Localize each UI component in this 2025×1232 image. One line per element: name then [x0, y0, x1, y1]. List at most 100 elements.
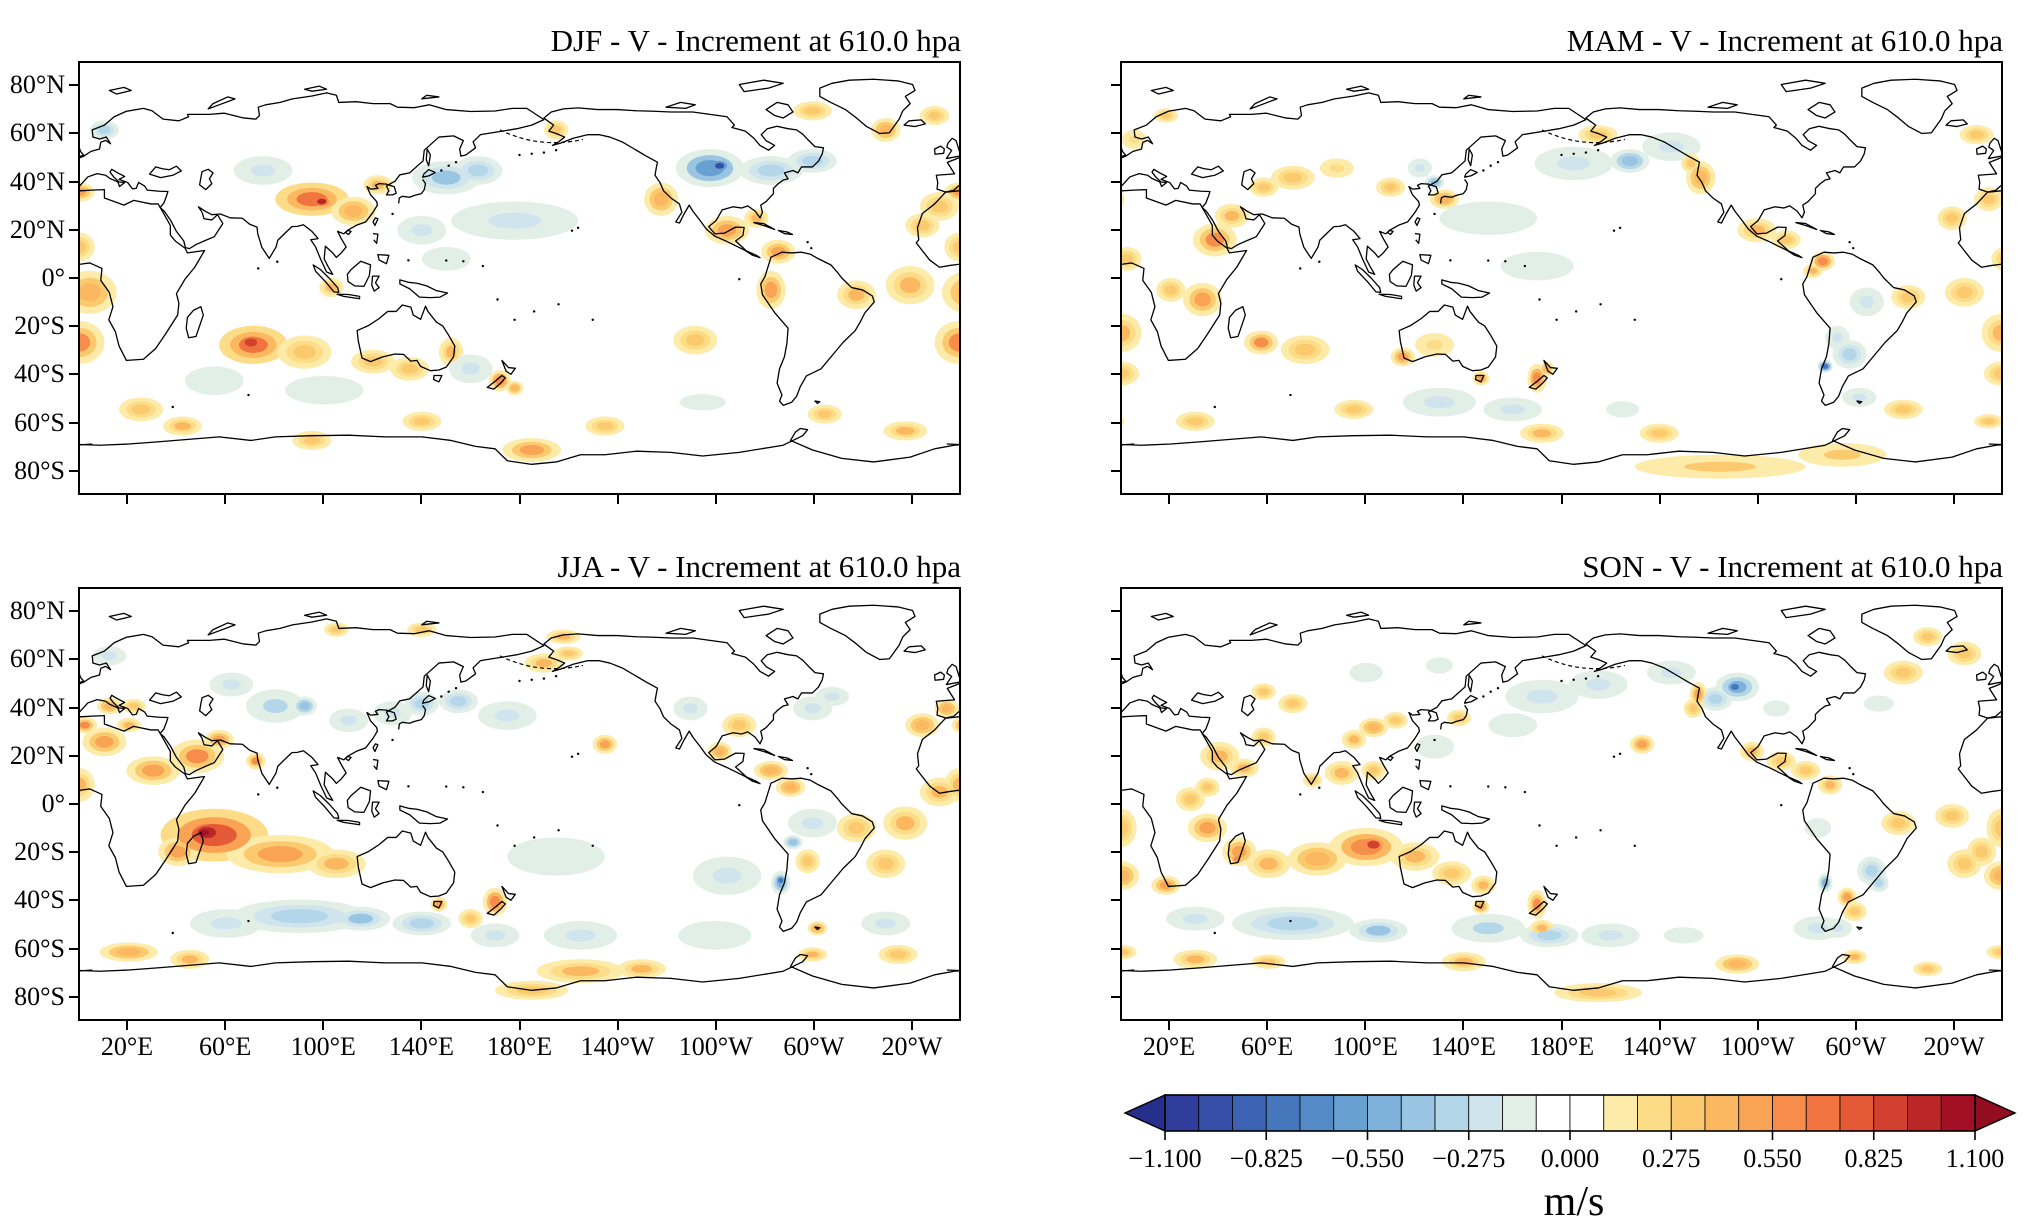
coastline	[1544, 360, 1557, 374]
coastline	[305, 86, 327, 91]
anomaly-blob	[714, 747, 725, 756]
anomaly-blob	[1946, 213, 1959, 224]
island-dot	[810, 246, 813, 250]
anomaly-blob	[1536, 924, 1548, 932]
coastline	[186, 307, 203, 338]
coastline	[1946, 120, 1967, 127]
island-dot	[445, 785, 448, 788]
coastline	[373, 218, 378, 226]
coastline	[200, 169, 213, 189]
lon-tick	[126, 1021, 129, 1030]
coastline	[1977, 146, 1987, 154]
lon-tick	[1658, 1021, 1661, 1030]
colorbar-segment	[1907, 1094, 1942, 1132]
island-dot	[1538, 298, 1541, 301]
lon-tick-label: 60°E	[1241, 1032, 1294, 1061]
lon-tick	[1658, 495, 1661, 504]
coastline	[1465, 170, 1478, 178]
coastline	[337, 294, 359, 299]
anomaly-blob	[1424, 396, 1455, 409]
island-dot	[407, 259, 410, 262]
island-dot	[1574, 310, 1578, 313]
anomaly-blob	[1671, 930, 1696, 941]
lon-tick	[1560, 495, 1563, 504]
anomaly-blob	[1768, 703, 1785, 714]
anomaly-blob	[550, 125, 562, 134]
coastline	[80, 429, 959, 465]
lat-tick	[1111, 995, 1120, 998]
lat-tick-label: 20°N	[9, 214, 65, 244]
lon-tick	[1266, 495, 1269, 504]
lon-tick	[1462, 1021, 1465, 1030]
anomaly-blob	[1367, 723, 1380, 732]
coastline	[1420, 781, 1431, 790]
coastline	[1389, 787, 1412, 812]
anomaly-blob	[1431, 660, 1448, 671]
island-dot	[1555, 318, 1558, 321]
anomaly-blob	[1944, 810, 1960, 821]
lon-tick-label: 20°W	[881, 1032, 943, 1061]
anomaly-blob	[80, 240, 87, 253]
coastline	[778, 230, 792, 234]
lat-tick-label: 0°	[41, 263, 65, 292]
colorbar-tick-label: 0.000	[1540, 1144, 1600, 1173]
anomaly-blob	[896, 426, 915, 435]
island-dot	[1633, 844, 1636, 847]
anomaly-blob	[1852, 393, 1867, 402]
anomaly-blob	[1809, 821, 1827, 834]
island-dot	[1433, 212, 1436, 216]
lat-tick	[1111, 373, 1120, 376]
anomaly-blob	[1414, 164, 1426, 173]
lon-tick-label: 60°E	[199, 1032, 252, 1061]
coastline	[1708, 628, 1737, 634]
dashed-sea-line	[1542, 656, 1625, 669]
coastline	[916, 190, 959, 361]
coastline	[1544, 886, 1557, 900]
coastline	[1399, 831, 1497, 897]
lat-tick	[1111, 421, 1120, 424]
island-dot	[1482, 695, 1485, 698]
coastline	[1389, 261, 1412, 286]
anomaly-blob	[950, 279, 959, 305]
coastline	[109, 87, 131, 94]
island-dot	[806, 240, 809, 244]
anomaly-blob	[1368, 766, 1379, 775]
coastline	[1242, 695, 1255, 715]
island-dot	[171, 405, 175, 409]
coastline	[373, 234, 378, 244]
anomaly-blob	[1122, 417, 1125, 426]
anomaly-blob	[717, 224, 737, 237]
coastline	[935, 672, 945, 680]
coastline	[502, 360, 515, 374]
coastline	[150, 692, 182, 703]
anomaly-blob	[1799, 766, 1812, 775]
panel-mam: MAM - V - Increment at 610.0 hpa	[1120, 23, 2003, 495]
island-dot	[1618, 226, 1622, 230]
island-dot	[1504, 786, 1507, 789]
colorbar-tick-label: 0.550	[1743, 1144, 1802, 1173]
island-dot	[447, 164, 450, 167]
lat-tick-label: 20°N	[9, 740, 65, 770]
lat-tick-label: 40°S	[14, 359, 65, 389]
island-dot	[247, 393, 250, 397]
anomaly-blob	[848, 288, 865, 301]
anomaly-blob	[1526, 689, 1558, 704]
coastline	[357, 831, 455, 897]
anomaly-blob	[1390, 716, 1401, 724]
colorbar-segment	[1873, 1094, 1908, 1132]
coastline	[1355, 265, 1381, 292]
anomaly-blob	[1122, 253, 1134, 264]
lon-tick-label: 60°W	[1825, 1032, 1887, 1061]
anomaly-blob	[344, 205, 363, 218]
island-dot	[1449, 259, 1452, 262]
anomaly-blob	[757, 164, 785, 177]
anomaly-blob	[348, 913, 374, 924]
anomaly-blob	[435, 253, 457, 264]
lon-tick-label: 100°E	[290, 1032, 356, 1061]
lon-tick	[1462, 495, 1465, 504]
lat-tick-label: 60°N	[9, 118, 65, 148]
anomaly-blob	[1404, 850, 1426, 863]
coastline	[346, 230, 351, 234]
anomaly-blob	[596, 422, 614, 431]
anomaly-blob	[951, 717, 959, 733]
